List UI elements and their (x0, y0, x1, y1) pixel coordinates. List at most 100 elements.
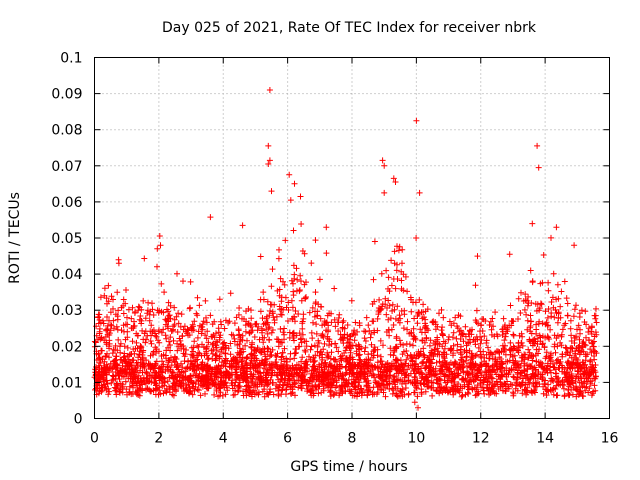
data-point (405, 390, 412, 397)
data-point (430, 380, 437, 386)
data-point (186, 375, 192, 382)
data-point (325, 322, 332, 329)
data-point (472, 282, 479, 289)
data-point (249, 341, 255, 348)
data-point (342, 387, 349, 394)
data-point (589, 339, 596, 346)
data-point (576, 336, 583, 343)
data-point (170, 392, 177, 399)
data-point (126, 362, 133, 369)
data-point (332, 340, 339, 347)
data-point (331, 285, 338, 292)
data-point (505, 385, 512, 392)
data-point (477, 333, 484, 340)
data-point (395, 247, 402, 254)
data-point (558, 333, 565, 340)
data-point (486, 322, 493, 328)
data-point (178, 368, 185, 375)
data-point (257, 370, 264, 377)
data-point (399, 246, 406, 253)
data-point (114, 347, 121, 354)
data-point (158, 329, 165, 336)
data-point (170, 380, 177, 387)
data-point (580, 370, 587, 377)
data-point (555, 365, 562, 371)
data-point (228, 364, 235, 371)
data-point (510, 345, 517, 352)
data-point (230, 392, 237, 399)
data-point (137, 313, 144, 319)
data-point (110, 296, 116, 303)
data-point (167, 347, 174, 354)
data-point (561, 378, 568, 385)
data-point (255, 362, 262, 369)
data-point (356, 351, 363, 358)
data-point (424, 377, 431, 384)
y-tick-label: 0.07 (51, 159, 82, 175)
data-point (589, 340, 595, 347)
data-point (410, 325, 417, 332)
data-point (130, 357, 137, 364)
data-point (588, 349, 595, 356)
data-point (436, 381, 443, 388)
data-point (475, 344, 482, 351)
data-point (143, 357, 150, 364)
data-point (481, 358, 488, 365)
data-point (331, 363, 338, 370)
data-point (473, 362, 479, 369)
data-point (286, 377, 293, 384)
data-point (293, 332, 300, 339)
data-point (97, 294, 104, 301)
data-point (202, 390, 208, 397)
data-point (135, 372, 142, 379)
data-point (519, 382, 526, 389)
data-point (165, 308, 172, 315)
data-point (154, 307, 161, 314)
data-point (146, 362, 153, 369)
data-point (387, 351, 394, 358)
data-point (514, 380, 521, 387)
data-point (181, 323, 188, 330)
data-point (566, 378, 573, 385)
data-point (436, 310, 442, 317)
data-point (571, 306, 578, 313)
data-point (433, 387, 440, 393)
data-point (142, 339, 149, 346)
data-point (148, 388, 155, 395)
data-point (324, 354, 331, 361)
data-point (310, 367, 317, 374)
data-point (470, 376, 477, 383)
data-point (164, 385, 170, 392)
data-point (567, 317, 574, 324)
data-point (148, 374, 155, 381)
data-point (251, 387, 257, 394)
data-point (494, 366, 501, 373)
data-point (400, 342, 407, 348)
data-point (271, 319, 278, 326)
data-point (106, 332, 113, 338)
data-point (383, 382, 390, 389)
data-point (368, 331, 375, 337)
data-point (303, 379, 310, 386)
data-point (510, 373, 517, 380)
data-point (501, 337, 508, 344)
data-point (129, 304, 136, 311)
data-point (567, 325, 574, 332)
data-point (211, 391, 218, 398)
data-point (269, 327, 276, 333)
data-point (268, 351, 275, 358)
data-point (124, 334, 131, 341)
data-point (414, 352, 420, 359)
data-point (417, 326, 424, 333)
data-point (572, 334, 579, 341)
data-point (574, 362, 581, 369)
data-point (379, 368, 386, 375)
data-point (227, 371, 234, 378)
data-point (96, 311, 103, 318)
data-point (328, 349, 335, 356)
data-point (232, 356, 239, 363)
data-point (592, 329, 599, 336)
data-point (510, 332, 517, 339)
data-point (424, 355, 431, 361)
data-point (268, 301, 275, 308)
